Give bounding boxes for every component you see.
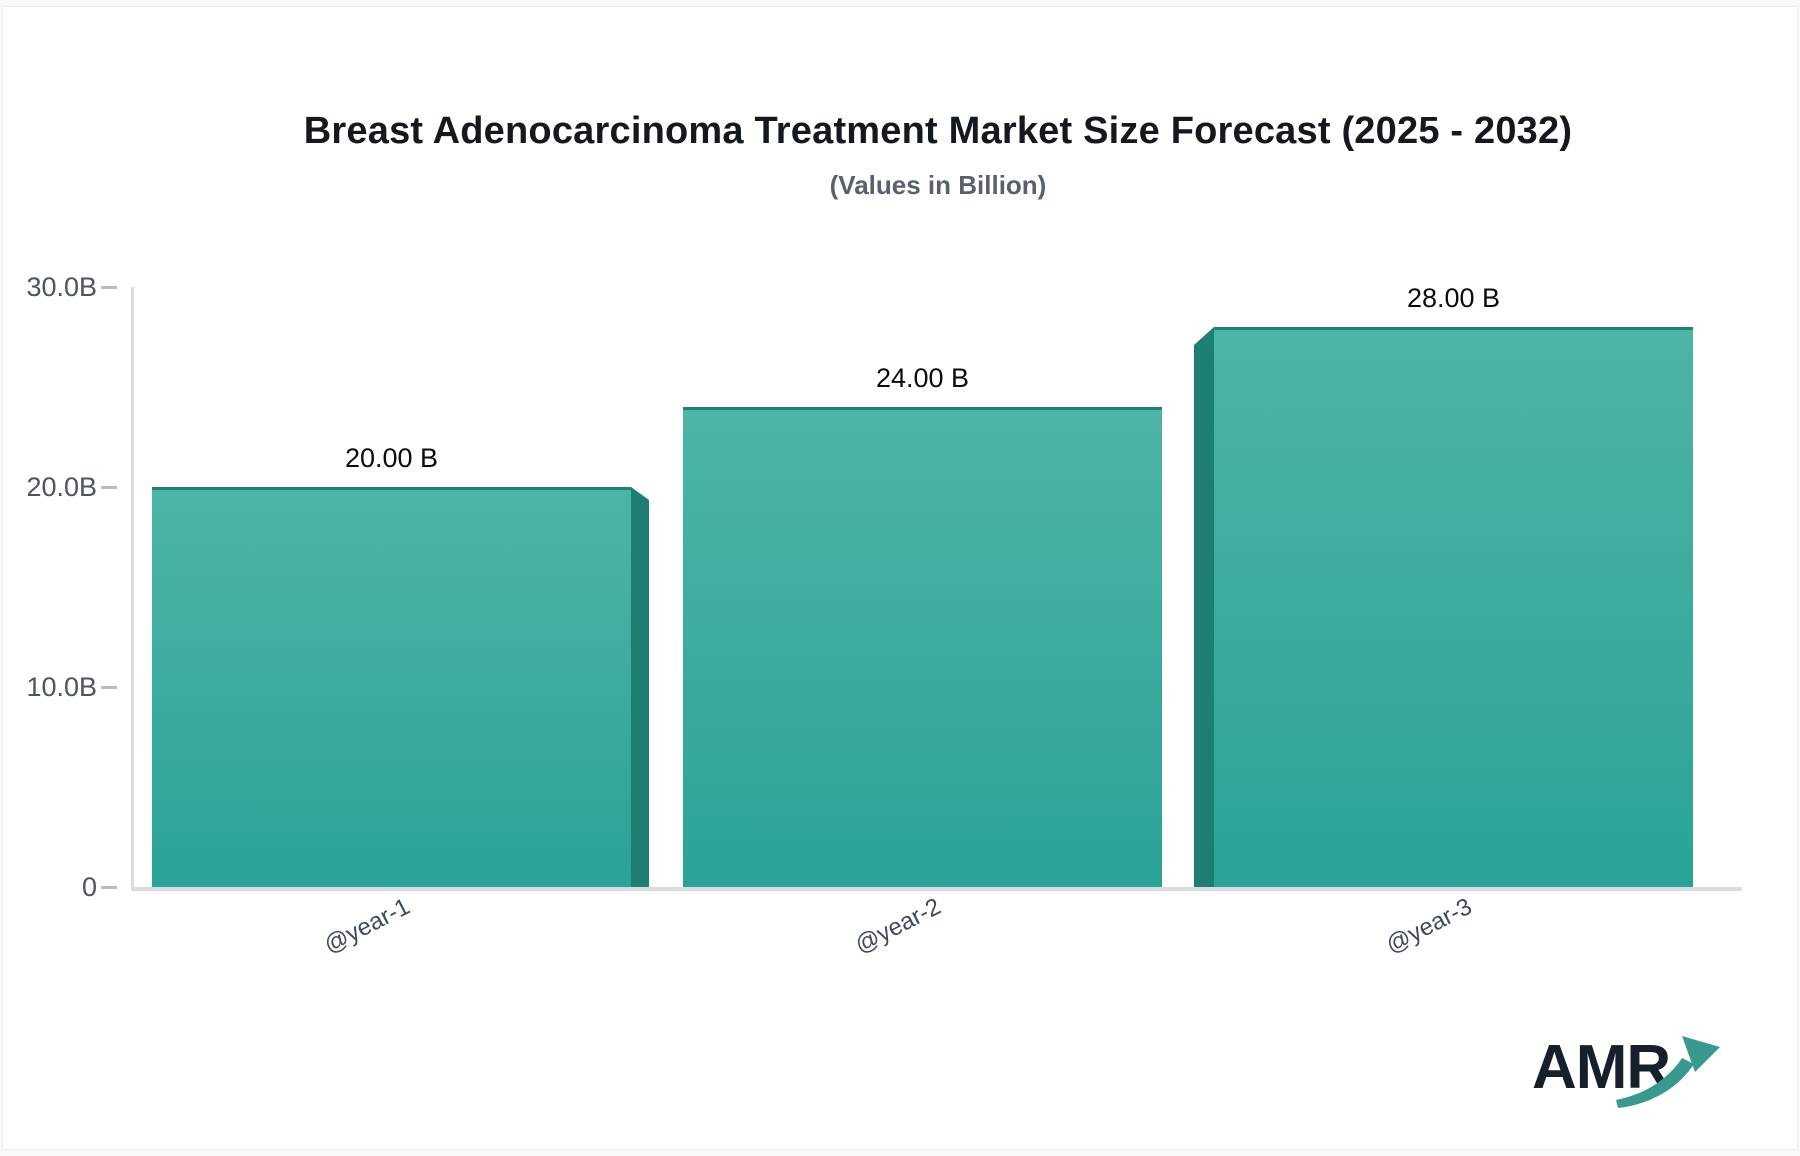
bar-value-label: 24.00 B (875, 363, 970, 393)
bar (683, 407, 1162, 887)
bar (152, 487, 631, 887)
amr-logo-arrow-icon (1616, 1036, 1720, 1108)
y-tick-mark (101, 286, 117, 289)
y-tick-mark (101, 486, 117, 489)
y-axis-line (131, 287, 134, 891)
y-tick-label: 30.0B (26, 272, 97, 302)
chart-subtitle: (Values in Billion) (829, 170, 1047, 200)
bar (1214, 327, 1693, 887)
y-tick-mark (101, 886, 117, 889)
y-tick-label: 0 (81, 872, 97, 902)
y-tick-mark (101, 686, 117, 689)
x-axis-label: @year-2 (850, 893, 945, 960)
bar-3d-side (631, 487, 649, 887)
y-tick-label: 10.0B (26, 672, 97, 702)
x-axis-line (131, 887, 1742, 891)
x-axis-label: @year-3 (1381, 893, 1476, 960)
bar-3d-side (1194, 327, 1214, 887)
bar-value-label: 20.00 B (344, 443, 439, 473)
x-axis-label: @year-1 (319, 893, 414, 960)
amr-logo: AMR (1528, 1032, 1768, 1122)
bar-value-label: 28.00 B (1406, 283, 1501, 313)
chart-title: Breast Adenocarcinoma Treatment Market S… (303, 110, 1573, 152)
y-tick-label: 20.0B (26, 472, 97, 502)
